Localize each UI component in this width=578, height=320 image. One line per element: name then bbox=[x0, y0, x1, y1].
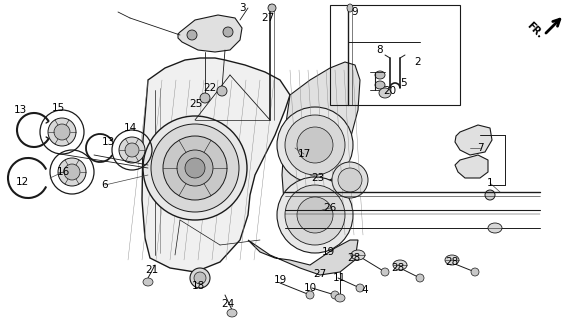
Ellipse shape bbox=[347, 4, 353, 12]
Ellipse shape bbox=[64, 164, 80, 180]
Ellipse shape bbox=[297, 197, 333, 233]
Ellipse shape bbox=[187, 30, 197, 40]
Text: 6: 6 bbox=[102, 180, 108, 190]
Polygon shape bbox=[142, 58, 290, 272]
Ellipse shape bbox=[471, 268, 479, 276]
Ellipse shape bbox=[379, 88, 391, 98]
Text: 28: 28 bbox=[446, 257, 458, 267]
Text: 7: 7 bbox=[477, 143, 483, 153]
Ellipse shape bbox=[177, 150, 213, 186]
Polygon shape bbox=[248, 240, 358, 275]
Text: 21: 21 bbox=[146, 265, 158, 275]
Ellipse shape bbox=[332, 162, 368, 198]
Text: 16: 16 bbox=[57, 167, 69, 177]
Ellipse shape bbox=[223, 27, 233, 37]
Ellipse shape bbox=[119, 137, 145, 163]
Ellipse shape bbox=[338, 168, 362, 192]
Text: 13: 13 bbox=[13, 105, 27, 115]
Ellipse shape bbox=[54, 124, 70, 140]
Ellipse shape bbox=[151, 124, 239, 212]
Ellipse shape bbox=[416, 274, 424, 282]
Polygon shape bbox=[455, 155, 488, 178]
Ellipse shape bbox=[143, 278, 153, 286]
Ellipse shape bbox=[356, 284, 364, 292]
Ellipse shape bbox=[351, 250, 365, 260]
Text: 11: 11 bbox=[332, 273, 346, 283]
Ellipse shape bbox=[200, 93, 210, 103]
Text: 18: 18 bbox=[191, 281, 205, 291]
Text: 24: 24 bbox=[221, 299, 235, 309]
Ellipse shape bbox=[375, 81, 385, 89]
Text: FR.: FR. bbox=[525, 20, 545, 40]
Text: 28: 28 bbox=[391, 263, 405, 273]
Ellipse shape bbox=[163, 136, 227, 200]
Text: 17: 17 bbox=[297, 149, 310, 159]
Ellipse shape bbox=[125, 143, 139, 157]
Text: 13: 13 bbox=[101, 137, 114, 147]
Ellipse shape bbox=[48, 118, 76, 146]
Ellipse shape bbox=[194, 272, 206, 284]
Text: 26: 26 bbox=[323, 203, 336, 213]
Ellipse shape bbox=[306, 291, 314, 299]
Polygon shape bbox=[455, 125, 492, 155]
Bar bbox=[330, 5, 460, 105]
Text: 19: 19 bbox=[321, 247, 335, 257]
Text: 25: 25 bbox=[190, 99, 203, 109]
Text: 2: 2 bbox=[414, 57, 421, 67]
Text: 12: 12 bbox=[16, 177, 29, 187]
Text: 10: 10 bbox=[303, 283, 317, 293]
Text: 8: 8 bbox=[377, 45, 383, 55]
Ellipse shape bbox=[227, 309, 237, 317]
Ellipse shape bbox=[375, 71, 385, 79]
Ellipse shape bbox=[285, 115, 345, 175]
Ellipse shape bbox=[445, 255, 459, 265]
Text: 19: 19 bbox=[273, 275, 287, 285]
Ellipse shape bbox=[297, 127, 333, 163]
Text: 3: 3 bbox=[239, 3, 245, 13]
Ellipse shape bbox=[335, 294, 345, 302]
Text: 5: 5 bbox=[401, 78, 407, 88]
Ellipse shape bbox=[277, 177, 353, 253]
Ellipse shape bbox=[381, 268, 389, 276]
Text: 15: 15 bbox=[51, 103, 65, 113]
Text: 28: 28 bbox=[347, 253, 361, 263]
Ellipse shape bbox=[143, 116, 247, 220]
Ellipse shape bbox=[393, 260, 407, 270]
Ellipse shape bbox=[485, 190, 495, 200]
Ellipse shape bbox=[268, 4, 276, 12]
Ellipse shape bbox=[488, 223, 502, 233]
Text: 22: 22 bbox=[203, 83, 217, 93]
Ellipse shape bbox=[185, 158, 205, 178]
Ellipse shape bbox=[277, 107, 353, 183]
Polygon shape bbox=[178, 15, 242, 52]
Text: 27: 27 bbox=[261, 13, 275, 23]
Text: 4: 4 bbox=[362, 285, 368, 295]
Text: 9: 9 bbox=[351, 7, 358, 17]
Ellipse shape bbox=[58, 158, 86, 186]
Ellipse shape bbox=[331, 291, 339, 299]
Text: 14: 14 bbox=[123, 123, 136, 133]
Ellipse shape bbox=[217, 86, 227, 96]
Text: 23: 23 bbox=[312, 173, 325, 183]
Ellipse shape bbox=[285, 185, 345, 245]
Polygon shape bbox=[282, 62, 360, 235]
Text: 27: 27 bbox=[313, 269, 327, 279]
Text: 1: 1 bbox=[487, 178, 493, 188]
Ellipse shape bbox=[190, 268, 210, 288]
Text: 20: 20 bbox=[383, 86, 397, 96]
